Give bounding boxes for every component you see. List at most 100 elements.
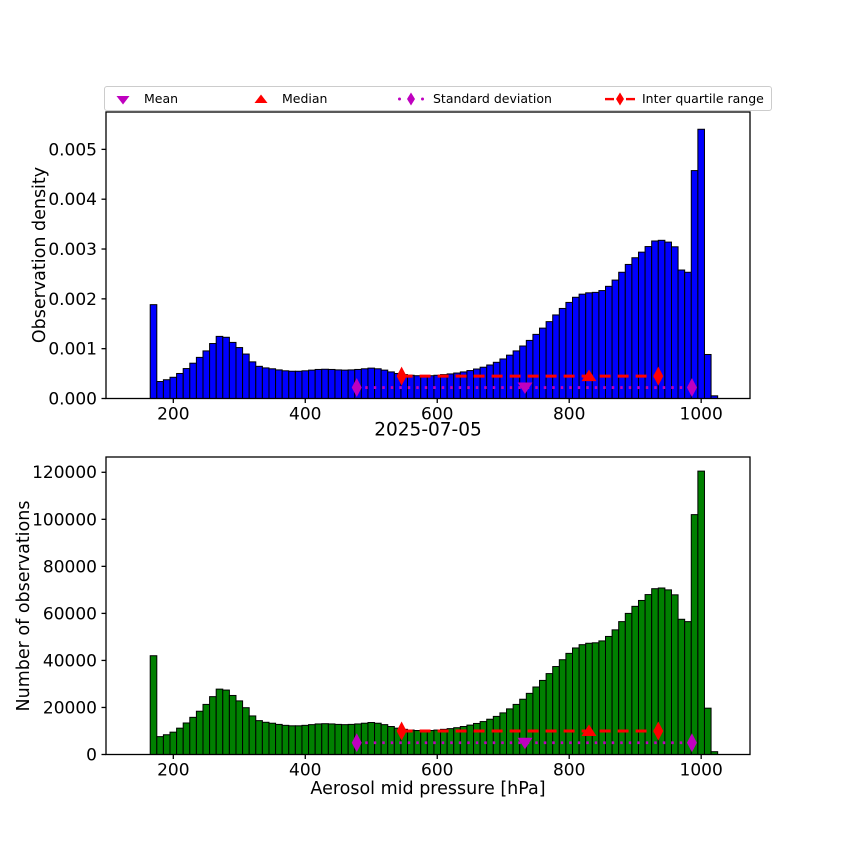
histogram-bar (492, 361, 501, 400)
histogram-bar (611, 279, 620, 399)
histogram-bar (367, 722, 376, 755)
histogram-bar (552, 314, 560, 400)
standard-deviation-marker-icon (398, 92, 424, 105)
y-tick-label: 40000 (43, 651, 97, 671)
histogram-bar (314, 368, 323, 399)
legend-label-mean: Mean (144, 91, 179, 106)
histogram-bar (149, 655, 158, 755)
histogram-bar (209, 696, 217, 755)
mean-marker (517, 382, 533, 395)
histogram-bar (195, 356, 204, 399)
legend-item-median: Median (247, 87, 327, 110)
histogram-bar (479, 721, 488, 755)
histogram-bar (598, 290, 606, 399)
histogram-bar (334, 369, 343, 399)
histogram-bar (624, 612, 633, 756)
histogram-bar (341, 369, 349, 400)
histogram-bar (578, 644, 587, 755)
legend-item-inter-quartile-range: Inter quartile range (605, 87, 764, 110)
histogram-bar (558, 307, 567, 399)
histogram-bar (690, 514, 699, 756)
histogram-bar (222, 689, 230, 756)
x-tick-label: 800 (553, 761, 585, 781)
histogram-bar (261, 367, 270, 400)
histogram-bar (697, 128, 705, 399)
histogram-bar (604, 285, 613, 399)
histogram-bar (321, 723, 329, 756)
x-tick-label: 1000 (680, 405, 723, 425)
iqr-marker (653, 366, 664, 386)
histogram-bar (598, 640, 606, 756)
histogram-bar (281, 370, 290, 400)
histogram-bar (532, 686, 541, 756)
histogram-bar (321, 368, 329, 399)
median-marker-icon (254, 94, 268, 103)
histogram-bar (690, 170, 699, 399)
histogram-bar (611, 629, 620, 755)
mean-marker (517, 737, 533, 750)
histogram-bar (275, 723, 283, 755)
histogram-bar (585, 292, 593, 399)
y-tick-label: 0.002 (48, 290, 97, 310)
histogram-bar (677, 269, 686, 399)
iqr-marker (653, 721, 664, 741)
histogram-bar (572, 296, 580, 400)
histogram-bar (552, 666, 560, 755)
histogram-bar (367, 367, 376, 400)
iqr-marker (396, 721, 407, 741)
histogram-bar (176, 727, 184, 756)
histogram-bar (374, 722, 382, 755)
histogram-bar (195, 710, 204, 756)
std-deviation-marker (351, 378, 362, 398)
histogram-bar (684, 271, 692, 399)
histogram-bar (156, 736, 164, 755)
histogram-bar (162, 379, 171, 399)
histogram-bar (301, 724, 310, 756)
histogram-bar (301, 370, 310, 400)
histogram-bar (578, 293, 587, 399)
histogram-bar (327, 723, 336, 756)
median-marker (581, 369, 597, 382)
histogram-bar (268, 368, 277, 399)
y-tick-label: 0.003 (48, 240, 97, 260)
histogram-bar (565, 652, 574, 756)
histogram-bar (360, 722, 369, 755)
histogram-bar (565, 301, 574, 399)
histogram-bar (572, 647, 580, 755)
y-tick-label: 100000 (32, 510, 97, 530)
legend-label-inter-quartile-range: Inter quartile range (642, 91, 764, 106)
histogram-bar (314, 723, 323, 756)
y-tick-label: 0 (86, 745, 97, 765)
histogram-bar (684, 621, 692, 755)
histogram-bar (591, 291, 600, 399)
x-tick-label: 800 (553, 405, 585, 425)
legend-label-standard-deviation: Standard deviation (433, 91, 552, 106)
y-tick-label: 0.001 (48, 340, 97, 360)
histogram-bar (426, 375, 435, 399)
histogram-bar (189, 716, 197, 756)
x-tick-label: 400 (289, 761, 321, 781)
histogram-bar (255, 365, 263, 400)
histogram-bar (585, 642, 593, 755)
histogram-bar (618, 621, 626, 755)
histogram-bar (308, 369, 316, 400)
histogram-bar (387, 726, 395, 756)
histogram-bar (248, 361, 257, 400)
histogram-bar (235, 347, 244, 399)
histogram-bar (492, 715, 501, 755)
histogram-bar (235, 700, 244, 756)
y-tick-label: 80000 (43, 557, 97, 577)
histogram-bar (604, 635, 613, 756)
histogram-bar (341, 724, 349, 755)
histogram-bar (308, 724, 316, 755)
plot-title: 2025-07-05 (374, 419, 482, 441)
histogram-bar (387, 371, 395, 400)
histogram-bar (182, 722, 191, 755)
histogram-bar (156, 381, 164, 399)
histogram-bar (677, 618, 686, 755)
y-tick-label: 0.005 (48, 140, 97, 160)
legend: Mean Median Standard deviation Inter qua… (104, 86, 772, 111)
histogram-bar (327, 368, 336, 399)
legend-item-mean: Mean (109, 87, 178, 110)
x-tick-label: 1000 (680, 761, 723, 781)
